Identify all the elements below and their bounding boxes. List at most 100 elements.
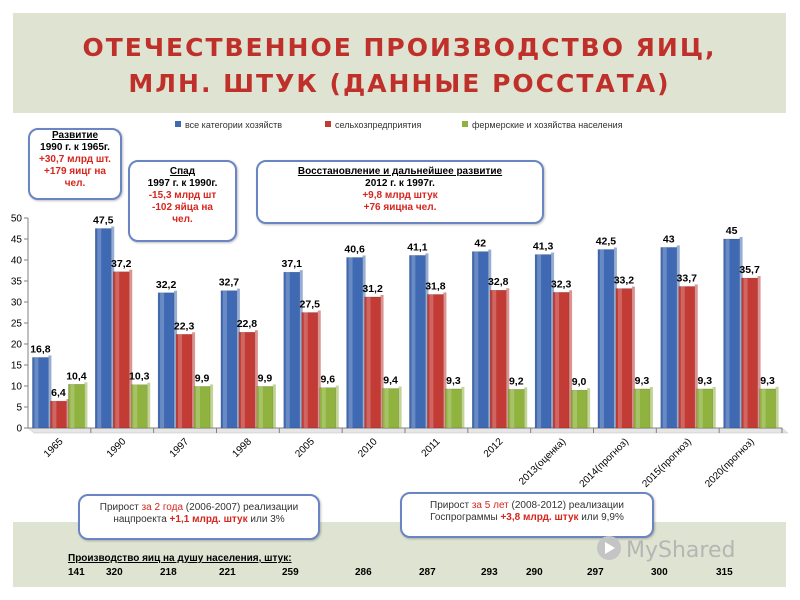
- data-label: 9,4: [383, 375, 398, 387]
- per-capita-value: 293: [481, 567, 498, 578]
- legend-label: фермерские и хозяйства населения: [472, 120, 623, 130]
- bar: [131, 384, 148, 429]
- bar-highlight: [743, 278, 748, 428]
- data-label: 37,1: [282, 258, 303, 270]
- bar: [319, 387, 336, 429]
- bar-side: [317, 310, 321, 428]
- bar-highlight: [492, 290, 497, 428]
- bar-side: [398, 386, 402, 428]
- bar-highlight: [160, 292, 165, 428]
- watermark: MyShared: [626, 538, 736, 563]
- bar-highlight: [429, 294, 434, 428]
- data-label: 9,3: [697, 375, 712, 387]
- data-label: 33,2: [614, 275, 635, 287]
- data-label: 9,0: [572, 376, 587, 388]
- note-text: или 3%: [247, 514, 285, 525]
- callout-line: +179 яицг на: [44, 166, 106, 177]
- bar-side: [147, 382, 151, 428]
- bar: [346, 257, 363, 429]
- note-gosprogramma: Прирост за 5 лет (2008-2012) реализации …: [400, 492, 654, 538]
- bar-side: [48, 355, 52, 428]
- legend-swatch: [325, 121, 331, 127]
- data-label: 10,4: [66, 370, 87, 382]
- data-label: 31,2: [362, 283, 383, 295]
- data-label: 9,6: [320, 374, 335, 386]
- bar-side: [362, 255, 366, 428]
- title-line-1: ОТЕЧЕСТВЕННОЕ ПРОИЗВОДСТВО ЯИЦ,: [82, 33, 717, 62]
- bar-side: [192, 332, 196, 428]
- bar-side: [613, 247, 617, 428]
- note-text: Прирост: [99, 502, 142, 513]
- bar-highlight: [348, 257, 353, 428]
- data-label: 9,3: [635, 375, 650, 387]
- bar: [678, 286, 695, 429]
- note-line-2: нацпроекта +1,1 млрд. штук или 3%: [80, 514, 318, 526]
- y-tick-label: 10: [11, 382, 23, 393]
- y-tick-label: 0: [16, 424, 22, 435]
- title-line-2: МЛН. ШТУК (ДАННЫЕ РОССТАТА): [128, 69, 671, 98]
- per-capita-value: 286: [355, 567, 372, 578]
- per-capita-value: 221: [219, 567, 236, 578]
- bar-side: [425, 253, 429, 428]
- bar-highlight: [70, 384, 75, 428]
- bar-highlight: [258, 386, 263, 428]
- bar-side: [551, 252, 555, 428]
- callout-head: Развитие: [51, 130, 99, 141]
- data-label: 32,2: [156, 279, 177, 291]
- bar-highlight: [474, 251, 479, 428]
- bar-highlight: [617, 288, 622, 428]
- data-label: 40,6: [344, 243, 365, 255]
- note-natsproekt: Прирост за 2 года (2006-2007) реализации…: [78, 494, 320, 540]
- note-text: Госпрограммы: [430, 512, 501, 523]
- bar-highlight: [133, 384, 138, 428]
- bar-highlight: [97, 228, 102, 428]
- data-label: 27,5: [300, 299, 321, 311]
- per-capita-value: 259: [282, 567, 299, 578]
- bar: [570, 389, 588, 429]
- bar-highlight: [366, 296, 371, 428]
- note-highlight: за 2 года: [141, 502, 184, 513]
- data-label: 32,3: [551, 278, 572, 290]
- x-tick-label: 2010: [356, 436, 380, 460]
- note-text: или 9,9%: [578, 512, 624, 523]
- bar-side: [739, 237, 743, 428]
- per-capita-value: 320: [106, 567, 123, 578]
- x-tick-label: 2015(прогноз): [640, 436, 693, 489]
- legend-label: сельхозпредприятия: [335, 120, 421, 130]
- bar: [301, 312, 318, 429]
- callout-spad: Спад 1997 г. к 1990г. -15,3 млрд шт -102…: [128, 160, 237, 242]
- title-band: [13, 13, 786, 113]
- bar-side: [775, 386, 779, 428]
- data-label: 37,2: [111, 258, 132, 270]
- bar-side: [488, 249, 492, 428]
- callout-line: 1997 г. к 1990г.: [147, 178, 218, 189]
- bar: [633, 388, 651, 429]
- note-text: Прирост: [430, 500, 472, 511]
- callout-line: 2012 г. к 1997г.: [365, 178, 435, 189]
- bar-highlight: [447, 388, 452, 428]
- data-label: 43: [663, 233, 675, 245]
- bar-highlight: [222, 290, 227, 428]
- data-label: 32,7: [219, 277, 240, 289]
- y-tick-label: 25: [11, 319, 23, 330]
- bar: [534, 254, 552, 429]
- callout-head: Спад: [169, 166, 196, 177]
- chart-floor: [27, 427, 789, 434]
- x-tick-label: 1965: [42, 436, 66, 460]
- bar: [32, 357, 49, 429]
- bar: [490, 289, 507, 429]
- bar: [68, 384, 85, 429]
- callout-line: -102 яйца на: [152, 202, 213, 213]
- bar-highlight: [573, 390, 578, 428]
- bar-highlight: [725, 239, 730, 428]
- bar-side: [649, 386, 653, 428]
- data-label: 9,9: [258, 372, 273, 384]
- callout-line: 1990 г. к 1965г.: [40, 142, 110, 153]
- callout-line: чел.: [64, 178, 86, 189]
- bar: [220, 290, 238, 429]
- page-title: ОТЕЧЕСТВЕННОЕ ПРОИЗВОДСТВО ЯИЦ, МЛН. ШТУ…: [13, 30, 786, 102]
- x-tick-label: 1990: [105, 436, 129, 460]
- bar: [382, 388, 399, 429]
- bar-side: [174, 290, 178, 428]
